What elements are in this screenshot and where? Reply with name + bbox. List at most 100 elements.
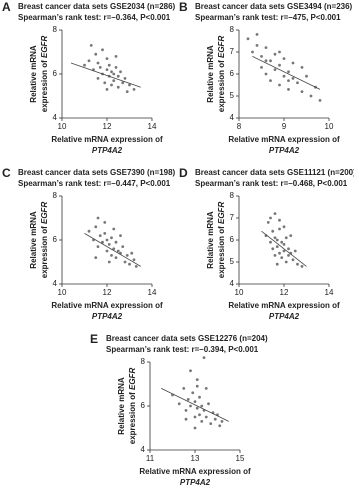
y-label: expression of EGFR [40,36,49,113]
point [271,229,275,233]
x-tick-label: 12 [103,122,112,131]
point [291,258,295,262]
point [269,216,272,220]
point [96,77,100,80]
point [287,88,290,91]
point [96,61,100,65]
point [278,227,281,231]
x-tick-label: 11 [146,454,155,463]
y-tick-label: 8 [141,357,146,366]
trend-line [261,230,307,267]
point [87,229,91,233]
point [114,240,118,244]
point [255,44,259,47]
point [291,61,295,65]
point [278,50,281,54]
point [198,413,201,417]
y-tick-label: 6 [230,235,235,244]
y-tick-label: 4 [230,279,235,288]
point [300,265,304,268]
point [291,77,295,80]
point [112,247,116,251]
y-label: Relative mRNA [206,211,215,269]
y-label-part: expression of [40,224,49,278]
point [112,79,116,82]
point [110,70,113,74]
point [264,59,268,63]
y-label-gene: EGFR [40,36,49,58]
point [273,254,277,257]
point [209,422,213,425]
point [195,384,199,388]
point [200,420,204,423]
y-label-gene: EGFR [128,368,137,390]
y-label: Relative mRNA [117,377,126,435]
point [186,398,190,401]
point [287,70,290,74]
point [116,249,120,253]
x-tick-label: 12 [103,288,112,297]
panel-label: E [90,332,98,346]
point [119,70,122,74]
panel-subtitle: Spearman’s rank test: r=–0.394, P<0.001 [106,345,259,354]
point [193,426,197,430]
x-label-gene: PTP4A2 [269,312,300,321]
point [105,88,109,91]
point [94,225,98,229]
y-tick-label: 6 [230,69,235,78]
point [275,245,279,249]
x-tick-label: 14 [148,288,157,297]
point [193,415,197,419]
point [193,400,197,403]
y-tick-label: 4 [53,113,58,122]
point [278,251,281,255]
point [103,81,107,85]
y-tick-label: 7 [230,213,235,222]
x-label-gene: PTP4A2 [180,478,211,487]
point [98,234,102,238]
point [114,66,118,69]
panel-subtitle: Spearman’s rank test: r=–0.468, P<0.001 [195,179,348,188]
y-tick-label: 4 [53,279,58,288]
point [112,227,116,231]
point [204,387,208,390]
point [287,254,290,257]
x-tick-label: 10 [235,288,244,297]
y-tick-label: 7 [230,47,235,56]
point [278,63,281,67]
point [182,387,186,390]
x-tick-label: 9 [282,122,287,131]
point [282,225,286,229]
point [255,33,259,36]
y-tick-label: 4 [230,113,235,122]
point [189,369,192,373]
x-label: Relative mRNA expression of [51,135,163,144]
point [218,424,222,428]
point [96,216,100,220]
point [195,378,199,381]
panel-label: D [179,166,188,180]
point [128,262,131,266]
point [134,265,138,268]
point [87,59,91,63]
y-tick-label: 8 [53,25,58,34]
point [105,68,109,71]
point [300,90,304,93]
point [264,46,268,49]
point [273,212,277,216]
y-label-part: expression of [217,224,226,278]
panel-title: Breast cancer data sets GSE3494 (n=236) [195,2,353,11]
point [112,72,116,76]
x-label-gene: PTP4A2 [269,146,300,155]
x-tick-label: 10 [58,122,67,131]
y-tick-label: 5 [230,91,235,100]
x-tick-label: 8 [237,122,242,131]
point [116,85,120,89]
point [107,63,111,67]
point [275,238,279,242]
point [94,52,98,56]
point [83,63,86,67]
point [260,66,263,69]
point [96,245,100,249]
